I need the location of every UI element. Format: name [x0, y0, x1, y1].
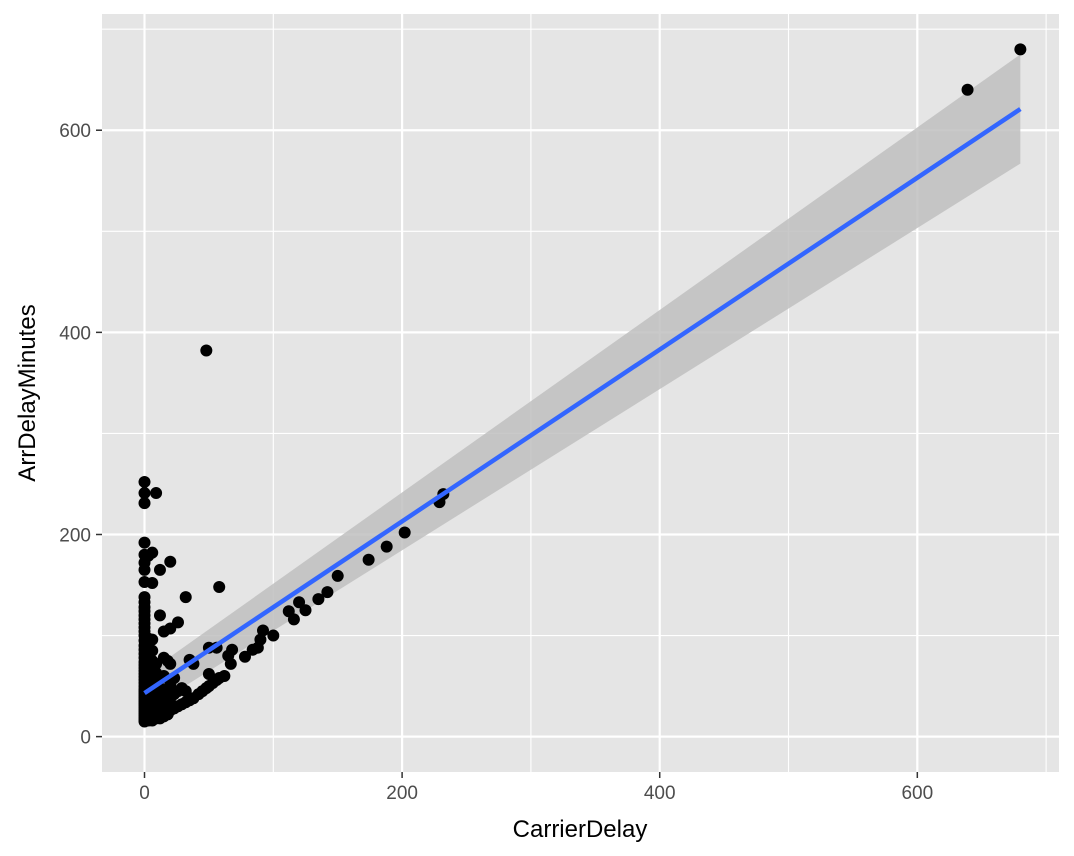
y-axis-title: ArrDelayMinutes [14, 304, 41, 481]
x-axis-title: CarrierDelay [513, 816, 648, 843]
data-point [138, 487, 151, 500]
y-axis-ticks: 0 200 400 600 [59, 121, 102, 749]
major-gridlines [102, 14, 1059, 772]
data-point [146, 577, 159, 590]
y-tick-label: 200 [59, 525, 91, 546]
data-point [331, 569, 344, 582]
data-point [254, 633, 267, 646]
x-tick-label: 200 [386, 783, 418, 804]
data-point [380, 540, 393, 553]
data-point [961, 83, 974, 96]
x-axis-ticks: 0 200 400 600 [139, 772, 933, 804]
data-point [146, 546, 159, 559]
x-tick-label: 600 [901, 783, 933, 804]
data-point [138, 497, 151, 510]
y-tick-label: 0 [80, 728, 91, 749]
data-point [179, 685, 192, 698]
y-tick-label: 400 [59, 323, 91, 344]
data-point [362, 553, 375, 566]
data-point [238, 650, 251, 663]
data-point [312, 593, 325, 606]
x-tick-label: 400 [644, 783, 676, 804]
data-point [287, 613, 300, 626]
data-point [200, 344, 213, 357]
data-point [224, 657, 237, 670]
data-point [138, 536, 151, 549]
data-point [146, 633, 159, 646]
data-point [226, 643, 239, 656]
data-point [321, 586, 334, 599]
data-point [213, 581, 226, 594]
data-point [179, 591, 192, 604]
data-points [138, 43, 1027, 728]
data-point [153, 563, 166, 576]
data-point [299, 604, 312, 617]
data-point [150, 487, 163, 500]
data-point [293, 596, 306, 609]
data-point [153, 609, 166, 622]
data-point [398, 526, 411, 539]
regression-line [143, 107, 1022, 696]
data-point [146, 644, 159, 657]
data-point [218, 669, 231, 682]
data-point [1014, 43, 1027, 56]
x-tick-label: 0 [139, 783, 150, 804]
data-point [171, 616, 184, 629]
data-point [267, 629, 280, 642]
fit-line [143, 107, 1022, 696]
data-point [138, 475, 151, 488]
data-point [164, 555, 177, 568]
y-tick-label: 600 [59, 121, 91, 142]
data-point [257, 624, 270, 637]
data-point [138, 591, 151, 604]
data-point [164, 657, 177, 670]
